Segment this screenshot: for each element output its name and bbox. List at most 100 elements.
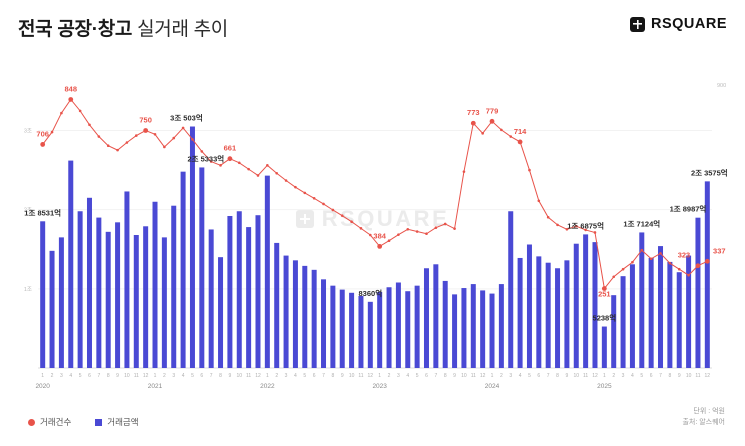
count-point <box>470 120 476 126</box>
x-tick: 11 <box>358 373 363 379</box>
x-tick: 9 <box>678 373 681 379</box>
count-point <box>106 144 110 147</box>
x-tick: 10 <box>573 373 579 379</box>
bar <box>208 229 214 368</box>
count-point <box>500 128 503 132</box>
x-tick: 9 <box>229 373 232 379</box>
annotation-count: 750 <box>139 116 152 125</box>
count-point <box>88 123 91 127</box>
bar <box>367 301 373 368</box>
annotation-amount: 1조 8987억 <box>670 204 707 214</box>
count-point <box>443 222 447 226</box>
x-tick: 10 <box>461 373 467 379</box>
annotation-count: 779 <box>486 106 499 115</box>
count-point <box>134 134 138 137</box>
x-tick: 2 <box>51 373 54 379</box>
bar <box>152 201 158 368</box>
year-label: 2020 <box>35 383 50 390</box>
x-tick: 12 <box>255 373 261 379</box>
annotation-count: 384 <box>373 231 386 240</box>
bar <box>227 216 233 368</box>
bar <box>255 215 261 368</box>
count-point <box>125 141 129 144</box>
bar <box>555 268 561 368</box>
count-point <box>528 168 531 172</box>
rsquare-logo-icon <box>629 16 645 32</box>
count-point <box>601 286 607 291</box>
count-series-marker <box>28 418 35 426</box>
annotation-amount: 1조 7124억 <box>623 218 660 228</box>
x-tick: 1 <box>603 373 606 379</box>
count-point <box>489 118 495 124</box>
bar <box>330 285 336 368</box>
count-point <box>659 252 662 255</box>
bar <box>236 211 242 368</box>
bar <box>77 211 83 368</box>
count-point <box>40 142 46 147</box>
x-tick: 2 <box>163 373 166 379</box>
bar <box>49 250 55 368</box>
count-point <box>704 258 710 264</box>
y-left-tick: 3조 <box>24 128 32 135</box>
bar <box>218 257 224 368</box>
legend-item-amount: 거래금액 <box>95 416 139 428</box>
bar <box>321 279 327 368</box>
source-note: 출처: 알스퀘어 <box>682 419 725 427</box>
year-label: 2021 <box>148 383 163 390</box>
bar <box>573 243 579 368</box>
bar <box>189 126 195 368</box>
x-tick: 4 <box>294 373 297 379</box>
legend-label-count: 거래건수 <box>40 417 72 427</box>
bar <box>508 211 514 368</box>
count-point <box>640 248 644 252</box>
count-point <box>247 167 250 171</box>
bar <box>283 255 289 368</box>
x-tick: 11 <box>583 373 588 379</box>
count-point <box>649 257 653 261</box>
bar <box>648 257 654 368</box>
bar <box>58 237 64 368</box>
y-right-tick: 900 <box>717 83 726 89</box>
count-point <box>60 111 63 115</box>
x-tick: 6 <box>425 373 428 379</box>
y-left-tick: 2조 <box>24 207 32 214</box>
x-tick: 6 <box>313 373 316 379</box>
annotation-count: 251 <box>598 290 611 299</box>
header: 전국 공장·창고 실거래 추이 RSQUARE <box>18 14 727 41</box>
x-tick: 9 <box>116 373 119 379</box>
count-point <box>369 233 372 237</box>
x-tick: 2 <box>388 373 391 379</box>
count-point <box>695 263 701 269</box>
count-point <box>181 126 185 130</box>
bar <box>386 287 392 368</box>
annotation-count: 706 <box>36 129 49 138</box>
x-tick: 5 <box>191 373 194 379</box>
rsquare-logo-text: RSQUARE <box>650 16 727 32</box>
count-point <box>143 128 149 133</box>
amount-series-marker <box>95 418 103 426</box>
count-point <box>406 228 410 231</box>
count-point <box>153 133 157 136</box>
x-tick: 4 <box>69 373 72 379</box>
x-tick: 1 <box>266 373 269 379</box>
bar <box>349 292 355 368</box>
x-tick: 3 <box>285 373 288 379</box>
bar <box>667 261 673 368</box>
bar <box>564 260 570 368</box>
bar <box>592 242 598 368</box>
x-tick: 1 <box>491 373 494 379</box>
x-tick: 11 <box>134 373 139 379</box>
x-tick: 12 <box>705 373 711 379</box>
bar <box>686 255 692 368</box>
count-point <box>294 185 297 189</box>
bar <box>536 256 542 368</box>
count-point <box>322 202 325 206</box>
bar <box>517 257 523 368</box>
x-tick: 6 <box>650 373 653 379</box>
count-point <box>556 223 559 227</box>
count-point <box>116 148 119 152</box>
count-point <box>256 174 260 177</box>
count-point <box>415 230 419 233</box>
count-point <box>340 214 344 217</box>
bar <box>302 265 308 368</box>
